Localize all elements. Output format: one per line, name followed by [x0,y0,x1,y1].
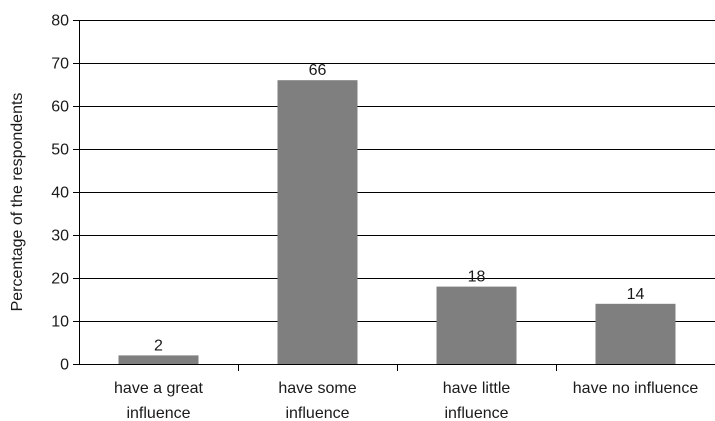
category-label-line: influence [444,405,508,421]
bar [277,80,358,364]
data-labels: 2 66 18 14 [154,62,644,354]
bar [118,355,199,364]
category-label: have little influence [443,380,511,421]
y-tick-label: 70 [51,56,69,73]
y-tick-labels: 0 10 20 30 40 50 60 70 80 [51,13,79,374]
category-label-line: influence [285,405,349,421]
gridlines [79,20,715,322]
category-label: have no influence [573,380,699,397]
data-label: 66 [309,62,327,79]
y-tick-label: 50 [51,142,69,159]
y-axis-title: Percentage of the respondents [9,93,26,312]
bar [436,286,517,364]
category-label-line: have no influence [573,380,699,397]
data-label: 18 [468,269,486,286]
data-label: 14 [627,286,645,303]
y-tick-label: 40 [51,185,69,202]
y-tick-label: 60 [51,99,69,116]
y-tick-label: 30 [51,228,69,245]
category-label-line: influence [126,405,190,421]
x-tick-marks [238,364,557,371]
y-tick-label: 10 [51,314,69,331]
category-label-line: have a great [114,380,204,397]
category-label-line: have little [443,380,511,397]
category-label: have some influence [278,380,356,421]
bar [595,303,676,364]
data-label: 2 [154,337,163,354]
y-tick-label: 20 [51,271,69,288]
bars [118,80,676,364]
category-label-line: have some [278,380,356,397]
category-label: have a great influence [114,380,204,421]
y-tick-label: 0 [60,357,69,374]
y-tick-label: 80 [51,13,69,30]
